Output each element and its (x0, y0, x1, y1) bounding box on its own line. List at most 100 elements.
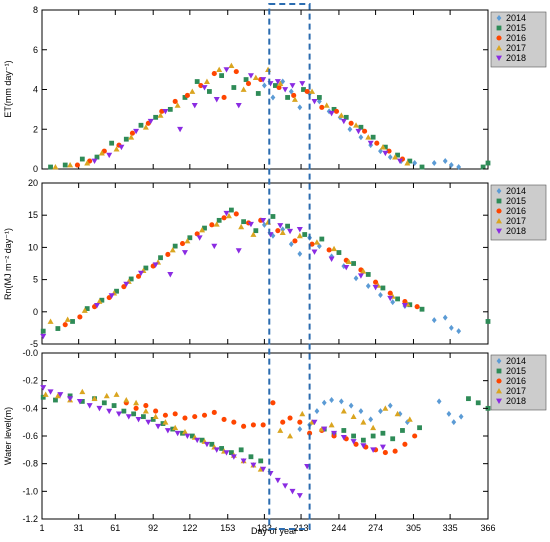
et-point-2014 (431, 160, 437, 167)
et-point-2018 (397, 158, 404, 165)
water-level-point-2015 (160, 421, 166, 426)
et-point-2015 (395, 152, 400, 158)
water-level-point-2016 (287, 415, 293, 421)
water-level-point-2016 (153, 408, 159, 414)
rn-point-2016 (165, 251, 171, 258)
et-y-tick-label: 2 (33, 124, 38, 134)
et-point-2014 (347, 126, 353, 133)
et-point-2017 (277, 80, 284, 86)
et-series-2017 (52, 62, 411, 170)
water-level-point-2017 (370, 424, 377, 431)
rn-point-2015 (270, 214, 276, 219)
rn-point-2014 (365, 283, 371, 290)
rn-point-2017 (47, 318, 54, 324)
et-point-2015 (480, 164, 486, 170)
rn-point-2018 (296, 226, 303, 233)
water-level-point-2018 (47, 389, 54, 395)
et-point-2014 (456, 164, 462, 171)
et-series-2016 (74, 69, 406, 168)
et-point-2017 (142, 124, 149, 130)
et-legend-label-2015: 2015 (506, 23, 526, 33)
rn-point-2018 (401, 302, 408, 309)
rn-legend-marker-2014 (496, 188, 502, 194)
water-level-point-2018 (40, 385, 47, 391)
water-level-point-2016 (402, 441, 408, 447)
water-level-point-2017 (340, 408, 347, 414)
et-point-2016 (233, 69, 239, 75)
water-level-series-2018 (40, 385, 386, 499)
et-point-2015 (331, 106, 337, 112)
water-level-point-2015 (475, 400, 481, 406)
water-level-point-2014 (368, 416, 374, 423)
water-level-point-2015 (111, 403, 117, 408)
rn-point-2015 (84, 306, 90, 311)
rn-plot-area (40, 182, 491, 345)
et-point-2016 (304, 88, 310, 95)
water-level-point-2016 (307, 430, 313, 436)
water-level-point-2014 (378, 408, 383, 415)
rn-point-2018 (387, 295, 394, 302)
water-level-point-2018 (350, 439, 357, 445)
rn-legend-marker-2018 (496, 228, 502, 234)
water-level-point-2017 (42, 391, 49, 397)
rn-point-2015 (407, 302, 413, 308)
rn-point-2018 (311, 249, 318, 255)
water-level-y-axis-title: Water level(m) (3, 407, 13, 465)
rn-point-2016 (275, 228, 281, 234)
et-point-2018 (235, 103, 242, 109)
rn-point-2016 (121, 284, 127, 290)
water-level-y-ticks: -1.2 -1.0 -0.8 -0.6 -0.4 -0.2 -0.0 (22, 348, 488, 524)
rn-point-2018 (247, 221, 254, 228)
rn-point-2018 (137, 270, 144, 277)
et-point-2015 (285, 95, 291, 100)
water-level-point-2017 (299, 410, 306, 417)
rn-point-2016 (77, 314, 83, 320)
rn-point-2015 (114, 288, 119, 294)
et-point-2017 (189, 88, 196, 94)
x-tick-label: 244 (331, 523, 346, 533)
water-level-point-2016 (412, 433, 418, 439)
rn-legend-label-2018: 2018 (506, 226, 526, 236)
rn-plot-frame (41, 182, 489, 345)
rn-point-2015 (187, 235, 193, 241)
et-legend-marker-2016 (496, 35, 502, 41)
et-point-2015 (94, 154, 100, 160)
rn-point-2015 (380, 285, 386, 291)
rn-y-ticks: -5 0 5 10 15 20 (28, 178, 488, 349)
et-point-2016 (74, 162, 80, 168)
water-level-point-2015 (341, 428, 347, 433)
rn-y-tick-label: 10 (28, 242, 38, 252)
water-level-point-2017 (360, 419, 367, 425)
et-point-2017 (323, 102, 330, 108)
et-point-2014 (442, 158, 448, 165)
et-point-2018 (118, 144, 125, 151)
et-y-ticks: 0 2 4 6 8 (33, 5, 488, 174)
rn-point-2018 (167, 272, 174, 278)
et-point-2015 (153, 114, 159, 120)
water-level-series-2015 (40, 393, 491, 464)
et-legend-marker-2017 (496, 45, 502, 51)
water-level-point-2017 (382, 405, 389, 411)
rn-point-2015 (365, 272, 371, 277)
x-tick-label: 366 (480, 523, 495, 533)
water-level-point-2014 (458, 413, 464, 420)
water-level-point-2018 (184, 433, 191, 439)
water-level-point-2018 (76, 399, 83, 405)
et-point-2015 (182, 95, 188, 100)
water-level-legend-marker-2016 (496, 378, 502, 384)
rn-point-2015 (419, 306, 425, 312)
rn-series-2018 (40, 210, 408, 340)
et-point-2014 (288, 88, 294, 95)
rn-point-2018 (277, 223, 284, 229)
water-level-point-2015 (170, 426, 176, 432)
rn-point-2018 (287, 228, 294, 235)
et-point-2015 (79, 156, 85, 162)
rn-point-2016 (402, 298, 408, 305)
water-level-plot-frame (41, 352, 489, 520)
water-level-point-2018 (115, 411, 122, 417)
water-level-legend-label-2016: 2016 (506, 376, 526, 386)
et-point-2016 (374, 140, 380, 146)
et-point-2016 (348, 120, 354, 126)
water-level-point-2015 (150, 417, 156, 422)
